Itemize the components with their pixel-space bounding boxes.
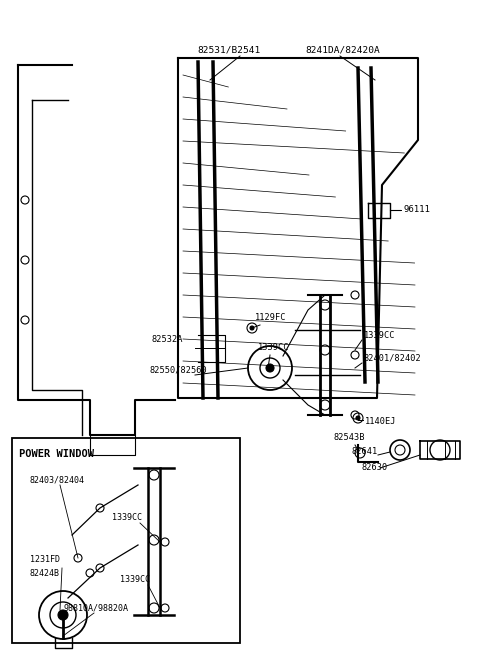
Circle shape: [266, 364, 274, 372]
Circle shape: [250, 326, 254, 330]
Text: 1231FD: 1231FD: [30, 556, 60, 564]
Text: 1339CC: 1339CC: [364, 330, 396, 340]
Text: 82550/82560: 82550/82560: [150, 365, 208, 374]
Text: 1339CC: 1339CC: [258, 344, 289, 353]
Bar: [12, 438, 240, 643]
Text: 82641: 82641: [352, 447, 378, 457]
Text: 82531/B2541: 82531/B2541: [197, 45, 260, 55]
Text: 1339CC: 1339CC: [120, 576, 150, 585]
Text: 98810A/98820A: 98810A/98820A: [64, 604, 129, 612]
Text: 82543B: 82543B: [333, 434, 364, 443]
Text: 82403/82404: 82403/82404: [30, 476, 85, 484]
Circle shape: [356, 416, 360, 420]
Text: 8241DA/82420A: 8241DA/82420A: [305, 45, 380, 55]
Text: 82532A: 82532A: [152, 336, 183, 344]
Text: 82630: 82630: [362, 463, 388, 472]
Text: 82401/82402: 82401/82402: [364, 353, 422, 363]
Circle shape: [58, 610, 68, 620]
Text: 1140EJ: 1140EJ: [365, 417, 396, 426]
Text: 1339CC: 1339CC: [112, 514, 142, 522]
Text: 1129FC: 1129FC: [255, 313, 287, 323]
Text: POWER WINDOW: POWER WINDOW: [19, 449, 94, 459]
Text: 82424B: 82424B: [30, 568, 60, 578]
Text: 96111: 96111: [403, 206, 430, 214]
